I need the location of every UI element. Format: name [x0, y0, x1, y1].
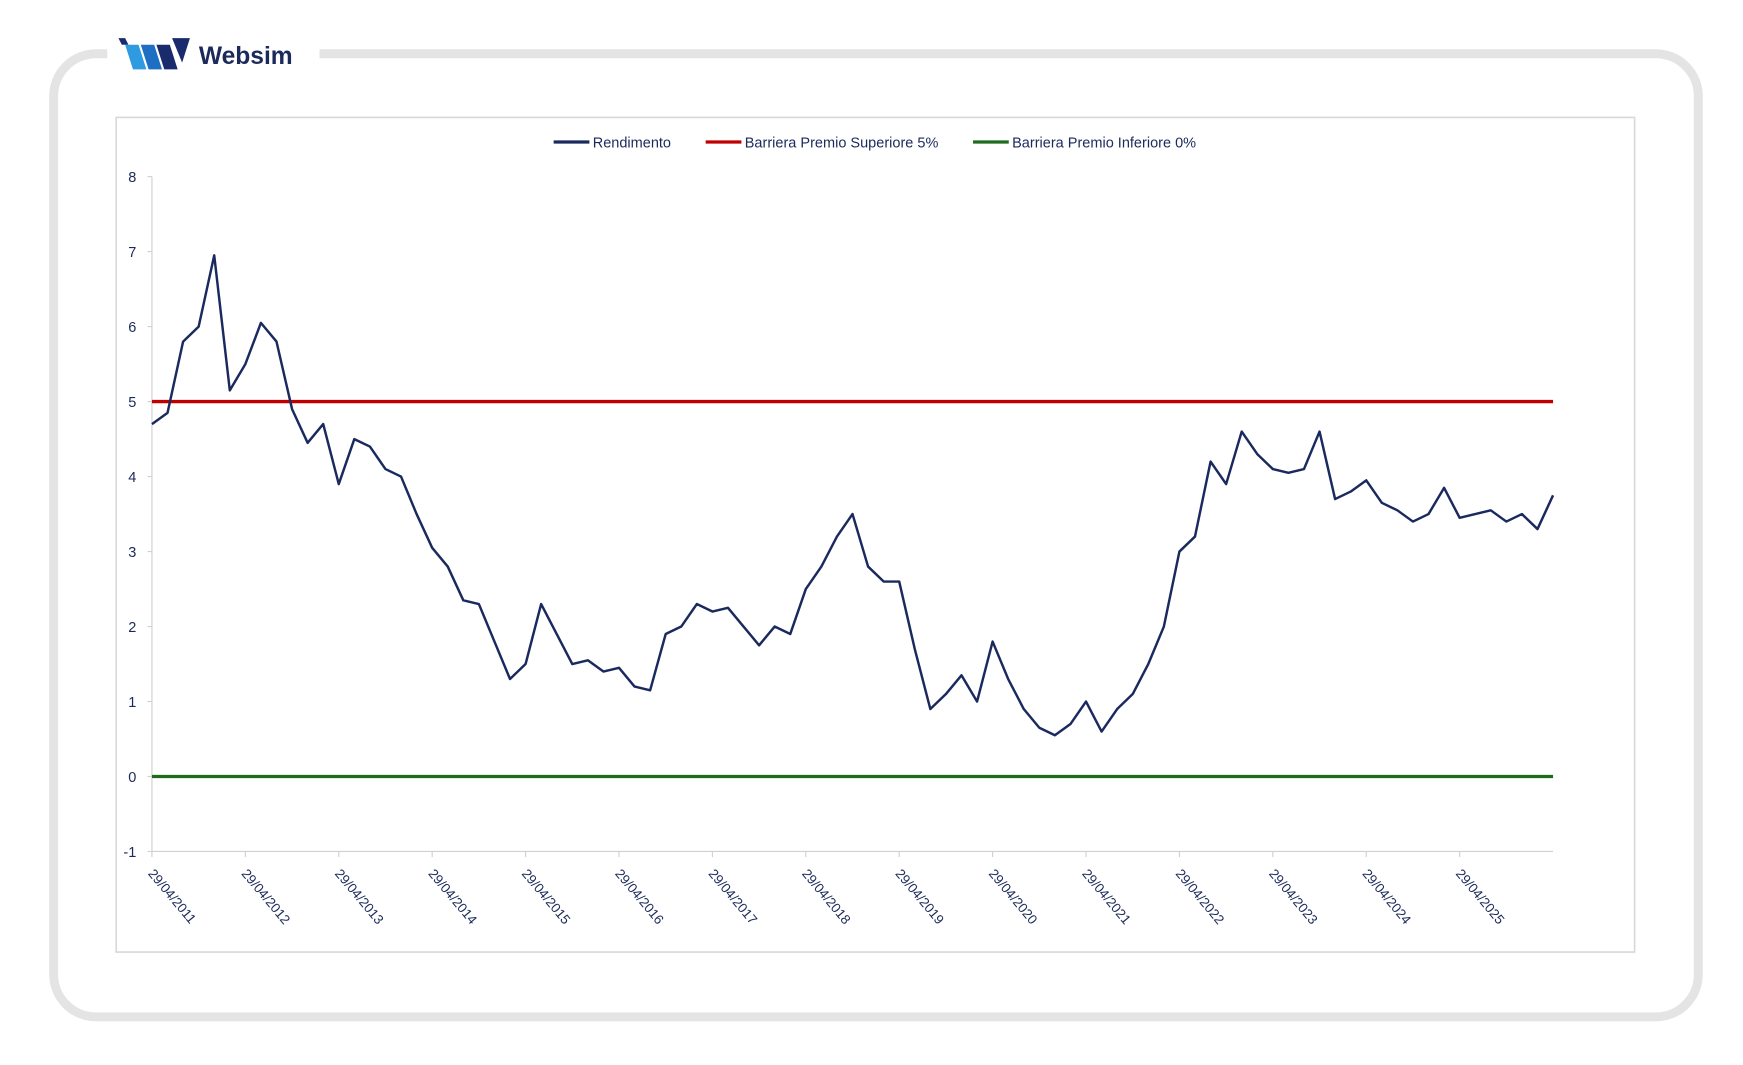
- legend-label: Barriera Premio Inferiore 0%: [1012, 136, 1196, 152]
- brand: Websim: [199, 43, 293, 70]
- frame: [49, 49, 1703, 1022]
- logo-mark: [118, 38, 129, 45]
- plot-box: [115, 116, 1636, 953]
- logo-mark: [140, 44, 163, 70]
- y-tick-label: 4: [128, 470, 136, 486]
- y-tick-label: 8: [128, 170, 136, 186]
- legend-label: Barriera Premio Superiore 5%: [745, 136, 939, 152]
- y-tick-label: 2: [128, 620, 136, 636]
- y-tick-label: 1: [128, 695, 136, 711]
- y-tick-label: 7: [128, 245, 136, 261]
- logo: Websim: [118, 38, 293, 70]
- y-tick-label: -1: [123, 845, 136, 861]
- line-series: [151, 254, 1555, 737]
- y-tick-label: 0: [128, 770, 136, 786]
- y-tick-label: 3: [128, 545, 136, 561]
- y-tick-label: 6: [128, 320, 136, 336]
- y-tick-label: 5: [128, 395, 136, 411]
- logo-mark: [125, 44, 147, 70]
- logo-mark: [156, 44, 178, 70]
- logo-mark: [172, 38, 190, 63]
- legend-label: Rendimento: [593, 136, 671, 152]
- legend: Rendimento Barriera Premio Superiore 5% Ba…: [553, 136, 1196, 152]
